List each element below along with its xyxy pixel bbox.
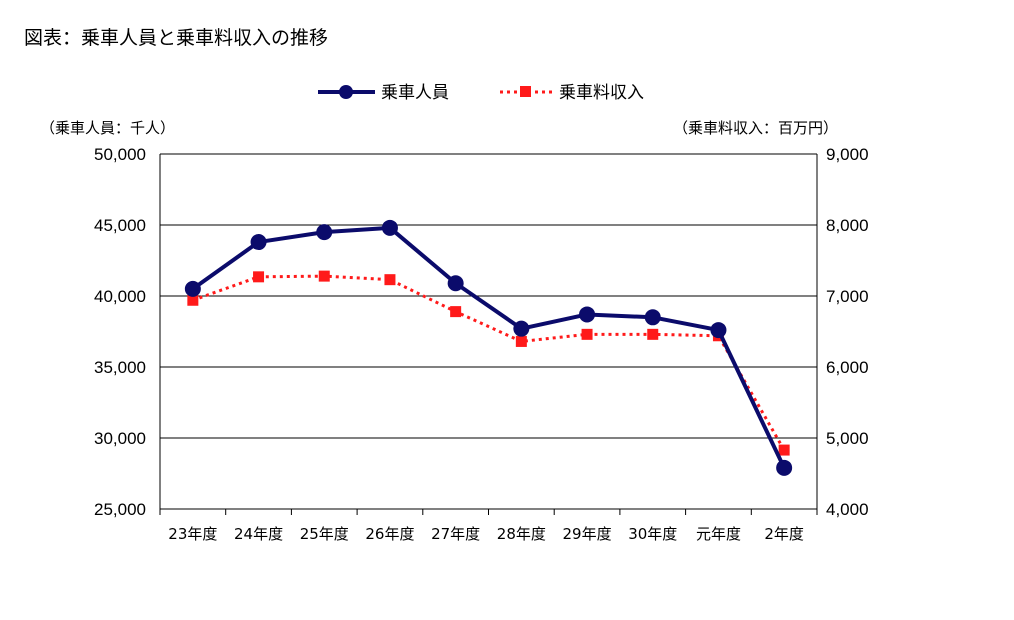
ridership-point [381,219,398,236]
left-tick-label: 30,000 [94,429,146,448]
revenue-point [384,274,396,286]
ridership-line [191,225,786,469]
revenue-point [253,271,265,283]
revenue-point [647,328,659,340]
legend-label-ridership: 乗車人員 [381,83,449,103]
revenue-point [581,328,593,340]
ridership-point [776,459,793,476]
right-tick-label: 4,000 [826,500,869,519]
x-tick-label: 元年度 [696,525,741,543]
ridership-point [644,309,661,326]
right-tick-label: 8,000 [826,216,869,235]
x-tick-label: 24年度 [234,525,283,543]
right-tick-label: 5,000 [826,429,869,448]
right-tick-label: 7,000 [826,287,869,306]
left-axis-label: （乗車人員：千人） [40,119,175,137]
x-tick-label: 25年度 [300,525,349,543]
x-tick-label: 26年度 [365,525,414,543]
revenue-point [515,335,527,347]
legend-label-revenue: 乗車料収入 [559,83,644,103]
ridership-point [316,224,333,241]
revenue-point [450,306,462,318]
revenue-point [778,444,790,456]
ridership-point [184,280,201,297]
revenue-point [187,294,199,306]
x-tick-label: 29年度 [563,525,612,543]
legend-marker-revenue [520,86,531,97]
x-tick-label: 27年度 [431,525,480,543]
ridership-point [513,320,530,337]
x-tick-label: 2年度 [764,525,804,543]
ridership-point [710,322,727,339]
plot-area: 25,000 30,000 35,000 40,000 45,000 50,000 4,00… [94,145,869,543]
left-tick-label: 40,000 [94,287,146,306]
revenue-line [192,274,786,451]
right-axis-label: （乗車料収入：百万円） [673,119,838,137]
left-tick-label: 35,000 [94,358,146,377]
left-tick-label: 45,000 [94,216,146,235]
legend: 乗車人員 乗車料収入 [318,83,644,103]
revenue-point [318,270,330,282]
left-tick-label: 25,000 [94,500,146,519]
ridership-point [579,306,596,323]
right-tick-label: 6,000 [826,358,869,377]
x-tick-label: 28年度 [497,525,546,543]
chart-title: 図表：乗車人員と乗車料収入の推移 [24,27,328,49]
ridership-point [250,234,267,251]
left-tick-label: 50,000 [94,145,146,164]
x-tick-label: 30年度 [628,525,677,543]
right-tick-label: 9,000 [826,145,869,164]
legend-marker-ridership [339,85,353,99]
x-tick-label: 23年度 [168,525,217,543]
ridership-point [447,275,464,292]
